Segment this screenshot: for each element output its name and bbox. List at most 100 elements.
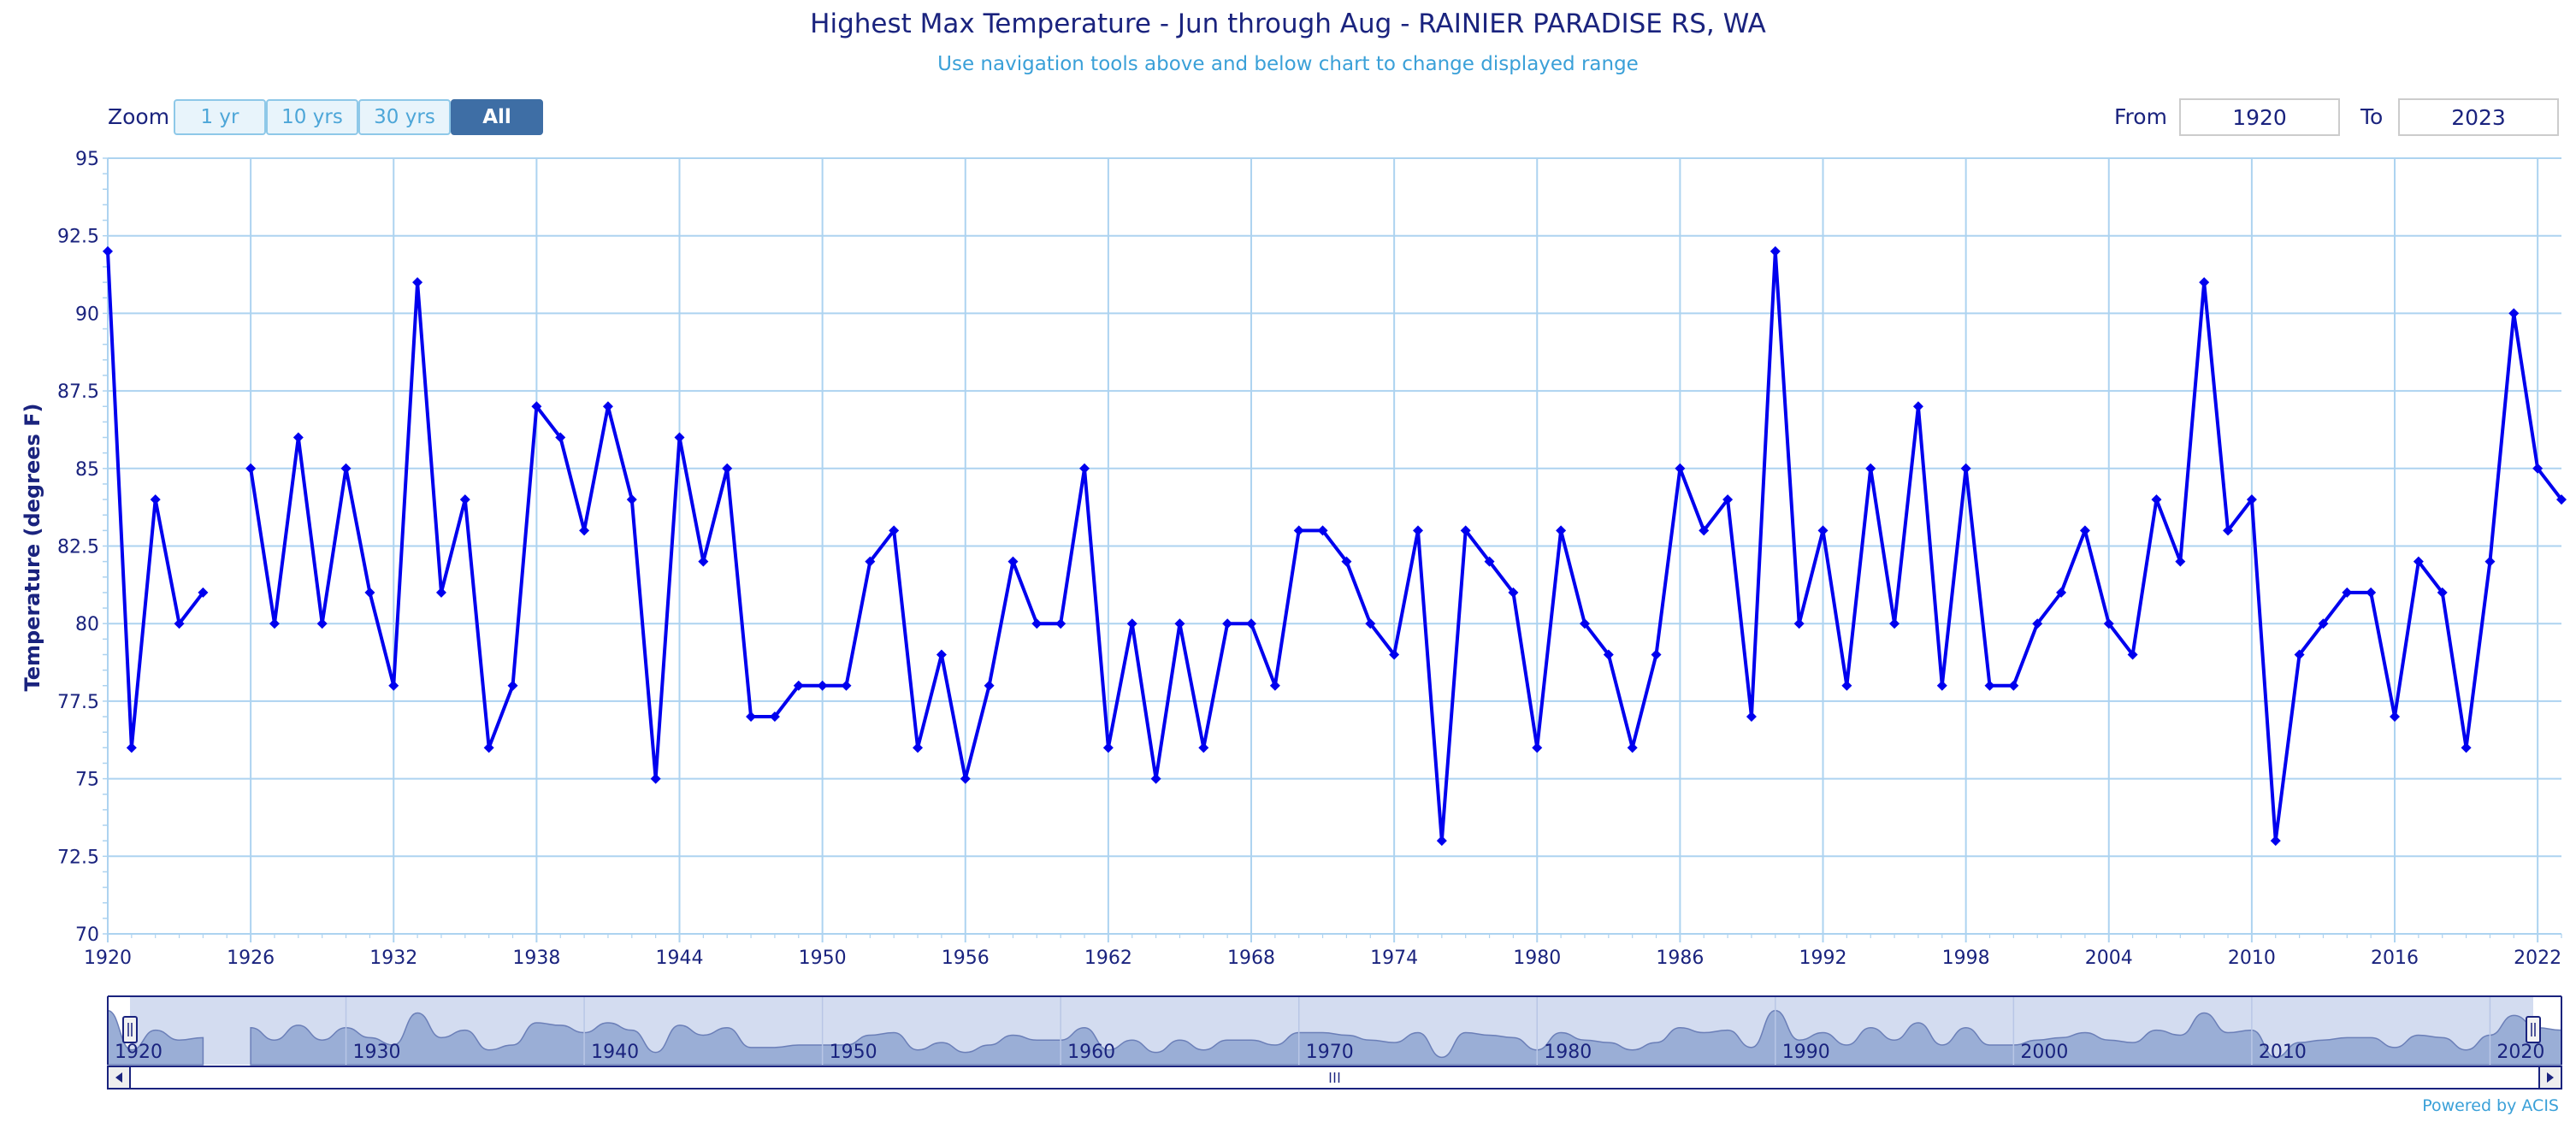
data-point[interactable] <box>483 742 494 753</box>
data-point[interactable] <box>555 432 566 443</box>
data-point[interactable] <box>1460 525 1471 536</box>
data-point[interactable] <box>1579 618 1590 629</box>
data-point[interactable] <box>1412 525 1423 536</box>
data-point[interactable] <box>459 494 470 505</box>
data-point[interactable] <box>674 432 685 443</box>
data-point[interactable] <box>412 277 423 288</box>
data-point[interactable] <box>960 773 971 784</box>
data-point[interactable] <box>174 618 185 629</box>
data-point[interactable] <box>1722 494 1734 505</box>
data-point[interactable] <box>1889 618 1900 629</box>
data-point[interactable] <box>2079 525 2090 536</box>
data-point[interactable] <box>936 649 947 660</box>
data-point[interactable] <box>579 525 590 536</box>
data-point[interactable] <box>2175 556 2186 567</box>
data-point[interactable] <box>1960 463 1971 474</box>
zoom-30yrs-button[interactable]: 30 yrs <box>358 99 451 135</box>
data-point[interactable] <box>2366 587 2377 598</box>
data-point[interactable] <box>507 680 518 691</box>
data-point[interactable] <box>198 587 209 598</box>
data-point[interactable] <box>698 556 709 567</box>
data-point[interactable] <box>1174 618 1185 629</box>
zoom-1yr-button[interactable]: 1 yr <box>174 99 266 135</box>
data-point[interactable] <box>746 712 757 723</box>
data-point[interactable] <box>1508 587 1519 598</box>
data-point[interactable] <box>2461 742 2472 753</box>
data-point[interactable] <box>1102 742 1114 753</box>
data-point[interactable] <box>2437 587 2448 598</box>
data-point[interactable] <box>841 680 852 691</box>
data-point[interactable] <box>1793 618 1805 629</box>
data-point[interactable] <box>2532 463 2544 474</box>
data-point[interactable] <box>1031 618 1043 629</box>
data-point[interactable] <box>650 773 661 784</box>
from-year-input[interactable] <box>2179 98 2340 136</box>
data-point[interactable] <box>2056 587 2067 598</box>
data-point[interactable] <box>1817 525 1829 536</box>
zoom-all-button[interactable]: All <box>451 99 543 135</box>
navigator-left-handle[interactable] <box>122 1016 138 1043</box>
data-point[interactable] <box>1150 773 1161 784</box>
data-point[interactable] <box>126 742 137 753</box>
navigator-right-handle[interactable] <box>2526 1016 2541 1043</box>
data-point[interactable] <box>292 432 304 443</box>
data-point[interactable] <box>1984 680 1995 691</box>
data-point[interactable] <box>1699 525 1710 536</box>
data-point[interactable] <box>1079 463 1090 474</box>
data-point[interactable] <box>2032 618 2043 629</box>
data-point[interactable] <box>1293 525 1304 536</box>
data-point[interactable] <box>531 401 542 412</box>
data-point[interactable] <box>1651 649 1662 660</box>
data-point[interactable] <box>1341 556 1352 567</box>
data-point[interactable] <box>1198 742 1209 753</box>
data-point[interactable] <box>2390 712 2401 723</box>
data-point[interactable] <box>913 742 924 753</box>
data-point[interactable] <box>1365 618 1376 629</box>
data-point[interactable] <box>2342 587 2353 598</box>
data-point[interactable] <box>2508 308 2520 319</box>
data-point[interactable] <box>1841 680 1852 691</box>
data-point[interactable] <box>316 618 328 629</box>
data-point[interactable] <box>245 463 257 474</box>
data-point[interactable] <box>2103 618 2114 629</box>
data-point[interactable] <box>388 680 399 691</box>
data-point[interactable] <box>1484 556 1495 567</box>
data-point[interactable] <box>340 463 352 474</box>
data-point[interactable] <box>1912 401 1923 412</box>
data-point[interactable] <box>1246 618 1257 629</box>
data-point[interactable] <box>1222 618 1233 629</box>
data-point[interactable] <box>1865 463 1876 474</box>
data-point[interactable] <box>1936 680 1947 691</box>
data-point[interactable] <box>269 618 280 629</box>
data-point[interactable] <box>2223 525 2234 536</box>
data-point[interactable] <box>435 587 446 598</box>
data-point[interactable] <box>364 587 375 598</box>
data-point[interactable] <box>2484 556 2496 567</box>
data-point[interactable] <box>769 712 780 723</box>
data-point[interactable] <box>1627 742 1638 753</box>
data-point[interactable] <box>984 680 995 691</box>
data-point[interactable] <box>2318 618 2329 629</box>
scroll-left-arrow-icon[interactable] <box>115 1072 122 1083</box>
data-point[interactable] <box>150 494 161 505</box>
data-point[interactable] <box>1317 525 1328 536</box>
to-year-input[interactable] <box>2398 98 2559 136</box>
scroll-right-arrow-icon[interactable] <box>2547 1072 2554 1083</box>
data-point[interactable] <box>1746 712 1757 723</box>
data-point[interactable] <box>817 680 828 691</box>
data-point[interactable] <box>2294 649 2305 660</box>
data-point[interactable] <box>1556 525 1567 536</box>
data-point[interactable] <box>2270 836 2281 847</box>
data-point[interactable] <box>1532 742 1543 753</box>
data-point[interactable] <box>2127 649 2138 660</box>
data-point[interactable] <box>103 245 113 257</box>
data-point[interactable] <box>602 401 613 412</box>
data-point[interactable] <box>1269 680 1280 691</box>
range-navigator[interactable]: 1920 1930 1940 1950 1960 1970 1980 1990 2000 2010… <box>107 995 2562 1090</box>
data-point[interactable] <box>889 525 900 536</box>
data-point[interactable] <box>1126 618 1137 629</box>
data-point[interactable] <box>1055 618 1066 629</box>
data-point[interactable] <box>2556 494 2567 505</box>
data-point[interactable] <box>1389 649 1400 660</box>
data-point[interactable] <box>865 556 876 567</box>
